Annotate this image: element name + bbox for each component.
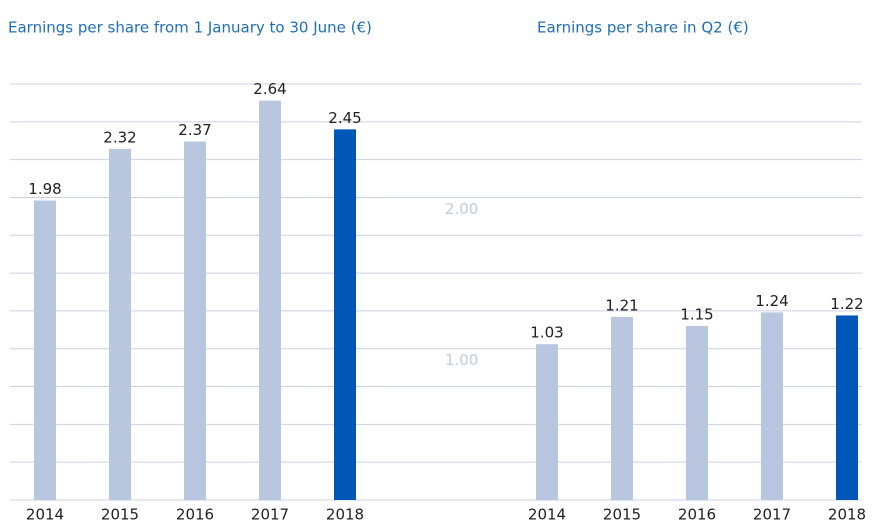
chart-title: Earnings per share from 1 January to 30 … [8, 19, 372, 37]
value-label: 1.15 [680, 306, 713, 324]
x-tick-label: 2017 [753, 506, 791, 524]
value-label: 1.22 [830, 295, 863, 313]
bar [109, 149, 131, 500]
bar [686, 326, 708, 500]
bar [334, 129, 356, 500]
x-tick-label: 2018 [828, 506, 866, 524]
value-label: 1.24 [755, 292, 788, 310]
chart-title: Earnings per share in Q2 (€) [537, 19, 749, 37]
x-tick-label: 2018 [326, 506, 364, 524]
value-label: 1.03 [530, 324, 563, 342]
bar [184, 141, 206, 500]
x-tick-label: 2015 [101, 506, 139, 524]
value-label: 2.32 [103, 129, 136, 147]
value-label: 2.45 [328, 109, 361, 127]
bar [34, 200, 56, 501]
bar [761, 312, 783, 500]
bar [836, 315, 858, 500]
value-label: 2.37 [178, 121, 211, 139]
y-tick-label: 2.00 [445, 200, 478, 218]
x-tick-label: 2017 [251, 506, 289, 524]
bar [259, 100, 281, 500]
value-label: 2.64 [253, 80, 286, 98]
x-tick-label: 2016 [176, 506, 214, 524]
value-label: 1.98 [28, 180, 61, 198]
x-tick-label: 2015 [603, 506, 641, 524]
x-tick-label: 2014 [528, 506, 566, 524]
x-tick-label: 2016 [678, 506, 716, 524]
x-tick-label: 2014 [26, 506, 64, 524]
y-tick-label: 1.00 [445, 351, 478, 369]
value-label: 1.21 [605, 296, 638, 314]
bar [611, 316, 633, 500]
bar [536, 344, 558, 500]
